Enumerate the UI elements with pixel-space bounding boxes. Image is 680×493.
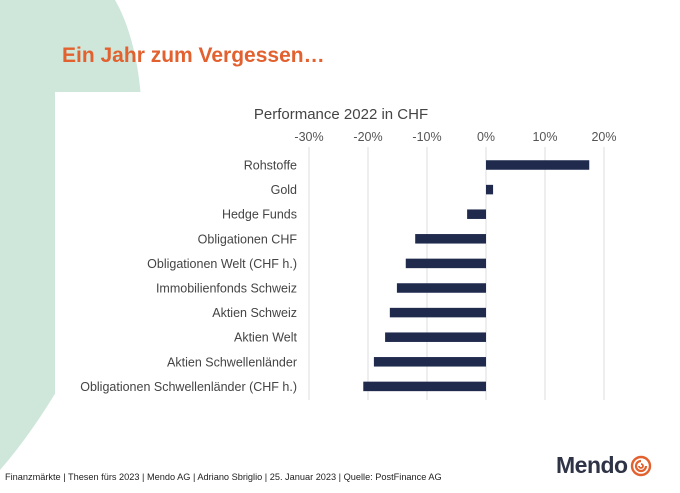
- category-label: Rohstoffe: [244, 159, 297, 173]
- slide-title: Ein Jahr zum Vergessen…: [62, 44, 325, 67]
- bar: [405, 258, 486, 269]
- bar: [363, 381, 486, 392]
- category-label: Gold: [271, 183, 297, 197]
- bar: [486, 160, 590, 170]
- category-label: Obligationen Welt (CHF h.): [147, 257, 297, 271]
- x-tick-label: -30%: [294, 130, 323, 144]
- category-label: Obligationen CHF: [198, 232, 298, 246]
- x-tick-label: 10%: [532, 130, 557, 144]
- mendo-logo: Mendo: [556, 452, 652, 479]
- bar: [396, 283, 486, 293]
- bar: [486, 184, 494, 195]
- category-label: Obligationen Schwellenländer (CHF h.): [80, 380, 297, 394]
- category-label: Hedge Funds: [222, 208, 297, 222]
- swirl-icon: [630, 455, 651, 476]
- category-label: Aktien Welt: [234, 331, 298, 345]
- x-tick-label: -10%: [412, 130, 441, 144]
- bar: [385, 332, 486, 342]
- x-tick-label: 20%: [591, 130, 616, 144]
- category-label: Aktien Schweiz: [212, 306, 297, 320]
- footer-text: Finanzmärkte | Thesen fürs 2023 | Mendo …: [5, 472, 442, 482]
- x-tick-label: -20%: [353, 130, 382, 144]
- category-label: Aktien Schwellenländer: [167, 355, 297, 369]
- logo-wordmark: Mendo: [556, 452, 628, 478]
- bar: [373, 357, 486, 367]
- bar: [389, 307, 486, 318]
- chart-title: Performance 2022 in CHF: [254, 106, 428, 123]
- bar: [415, 234, 486, 244]
- x-tick-label: 0%: [477, 130, 495, 144]
- bar: [467, 209, 486, 219]
- category-label: Immobilienfonds Schweiz: [156, 282, 297, 296]
